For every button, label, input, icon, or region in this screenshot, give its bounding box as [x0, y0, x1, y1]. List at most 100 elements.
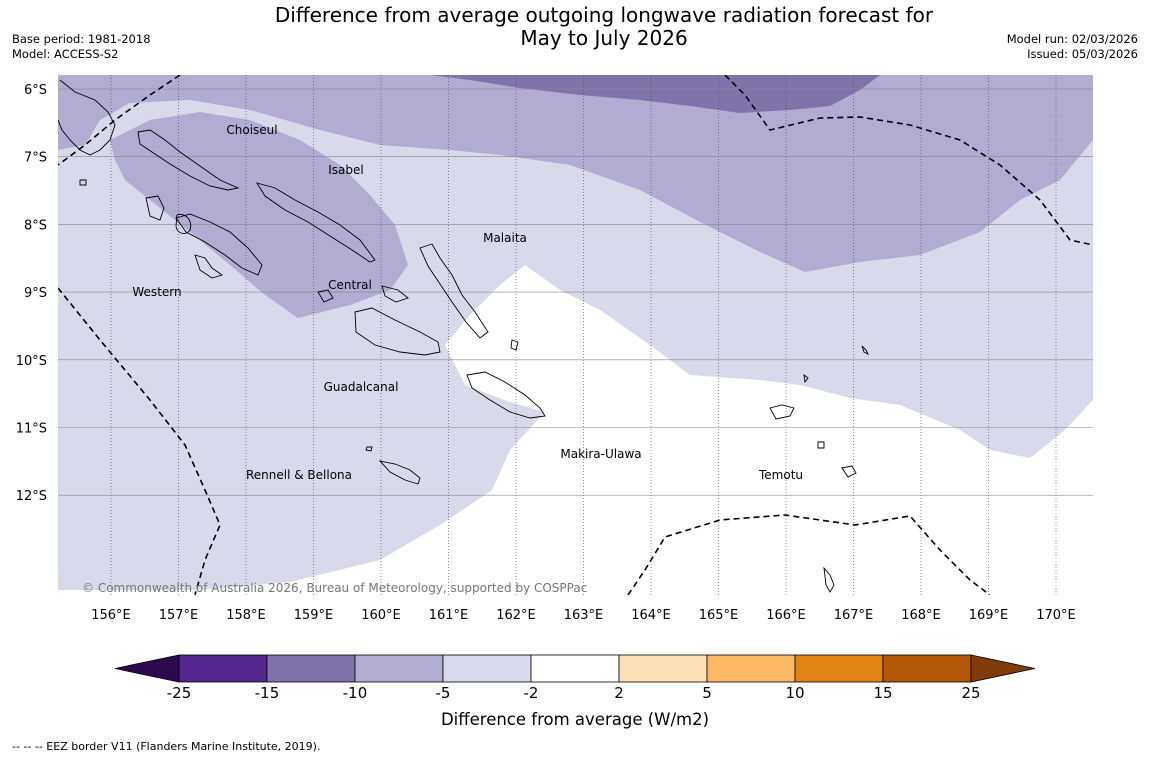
label-malaita: Malaita	[483, 231, 527, 245]
copyright-notice: © Commonwealth of Australia 2026, Bureau…	[82, 581, 587, 595]
coastlines	[58, 79, 870, 593]
longitude-label: 166°E	[766, 608, 806, 623]
longitude-label: 159°E	[294, 608, 334, 623]
colorbar-tick-label: -15	[254, 684, 280, 702]
island-utupua	[817, 441, 825, 449]
label-rennell-bellona: Rennell & Bellona	[246, 468, 352, 482]
island-bougainville	[58, 79, 116, 156]
longitude-label: 163°E	[564, 608, 604, 623]
label-makira-ulawa: Makira-Ulawa	[560, 447, 641, 461]
eez-borders	[58, 75, 1093, 595]
colorbar-segment	[530, 654, 620, 683]
island-russell	[317, 289, 334, 303]
latitude-label: 11°S	[16, 422, 47, 437]
colorbar-tick-label: -25	[166, 684, 192, 702]
longitude-label: 167°E	[834, 608, 874, 623]
title-line-2: May to July 2026	[520, 26, 688, 50]
latitude-label: 7°S	[24, 151, 47, 166]
colorbar-tick-label: 25	[961, 684, 981, 702]
island-treasury	[79, 179, 87, 186]
eez-border-southeast	[627, 514, 991, 595]
colorbar-segment	[354, 654, 444, 683]
anomaly-region-neg10-neg5	[58, 75, 1093, 272]
island-santa-cruz	[769, 404, 795, 420]
island-bellona	[365, 446, 373, 452]
island-kolombangara	[175, 213, 192, 234]
longitude-label: 161°E	[429, 608, 469, 623]
longitude-label: 160°E	[361, 608, 401, 623]
label-guadalcanal: Guadalcanal	[324, 380, 399, 394]
island-rendova	[194, 254, 224, 279]
island-florida	[381, 285, 409, 303]
latitude-label: 9°S	[24, 286, 47, 301]
longitude-label: 156°E	[91, 608, 131, 623]
longitude-label: 170°E	[1036, 608, 1076, 623]
island-guadalcanal	[354, 307, 441, 356]
title-line-1: Difference from average outgoing longwav…	[274, 3, 934, 27]
longitude-label: 168°E	[901, 608, 941, 623]
province-labels: Choiseul Isabel Malaita Western Central …	[132, 123, 803, 482]
colorbar-title: Difference from average (W/m2)	[440, 710, 710, 729]
colorbar-tick-label: 15	[873, 684, 893, 702]
island-rennell	[378, 460, 421, 485]
colorbar-segment	[178, 654, 268, 683]
colorbar-tick-label: -2	[523, 684, 539, 702]
metadata-right: Model run: 02/03/2026 Issued: 05/03/2026	[1007, 32, 1138, 62]
metadata-left: Base period: 1981-2018 Model: ACCESS-S2	[12, 32, 151, 62]
eez-border-northeast	[724, 75, 1093, 246]
issued-date: Issued: 05/03/2026	[1027, 47, 1138, 61]
model-run: Model run: 02/03/2026	[1006, 32, 1138, 46]
colorbar	[114, 654, 1036, 683]
colorbar-segment	[794, 654, 884, 683]
colorbar-segment	[706, 654, 796, 683]
eez-legend-note: -- -- -- EEZ border V11 (Flanders Marine…	[12, 740, 321, 753]
label-choiseul: Choiseul	[226, 123, 277, 137]
label-western: Western	[132, 285, 181, 299]
map-plot-area: Choiseul Isabel Malaita Western Central …	[58, 75, 1093, 595]
colorbar-tick-label: -5	[435, 684, 451, 702]
island-sikaiana	[861, 345, 870, 356]
longitude-label: 158°E	[226, 608, 266, 623]
island-choiseul	[137, 129, 240, 191]
colorbar-segment	[266, 654, 356, 683]
colorbar-segment	[442, 654, 532, 683]
eez-border-north	[58, 75, 181, 166]
island-isabel	[256, 182, 376, 263]
colorbar-segment	[618, 654, 708, 683]
longitude-label: 165°E	[699, 608, 739, 623]
eez-border-southwest	[58, 287, 221, 595]
island-anuta	[823, 566, 835, 593]
colorbar-tick-label: 10	[785, 684, 805, 702]
latitude-label: 8°S	[24, 218, 47, 233]
island-vella-lavella	[145, 195, 165, 221]
base-period: Base period: 1981-2018	[12, 32, 151, 46]
longitude-label: 169°E	[969, 608, 1009, 623]
gridlines	[58, 75, 1093, 595]
island-makira	[466, 371, 546, 419]
longitude-label: 162°E	[496, 608, 536, 623]
colorbar-tick-label: 2	[614, 684, 624, 702]
latitude-labels: 6°S 7°S 8°S 9°S 10°S 11°S 12°S	[16, 83, 47, 504]
label-temotu: Temotu	[758, 468, 803, 482]
island-malaita	[419, 243, 489, 339]
colorbar-segment	[882, 654, 972, 683]
anomaly-region-neg10-neg5-west	[110, 112, 408, 318]
model-name: Model: ACCESS-S2	[12, 47, 119, 61]
island-ontong-java	[803, 373, 809, 384]
longitude-labels: 156°E 157°E 158°E 159°E 160°E 161°E 162°E 163°E…	[91, 608, 1076, 623]
latitude-label: 12°S	[16, 489, 47, 504]
colorbar-extend-min	[114, 654, 180, 683]
colorbar-tick-label: -10	[342, 684, 368, 702]
longitude-label: 157°E	[159, 608, 199, 623]
colorbar-extend-max	[970, 654, 1036, 683]
label-isabel: Isabel	[328, 163, 363, 177]
island-small-malaita	[510, 339, 519, 351]
label-central: Central	[328, 278, 372, 292]
chart-title: Difference from average outgoing longwav…	[200, 4, 1008, 50]
colorbar-tick-label: 5	[702, 684, 712, 702]
latitude-label: 10°S	[16, 354, 47, 369]
anomaly-region-neg15-neg10	[430, 75, 880, 113]
longitude-label: 164°E	[631, 608, 671, 623]
island-vanikoro	[841, 465, 857, 478]
